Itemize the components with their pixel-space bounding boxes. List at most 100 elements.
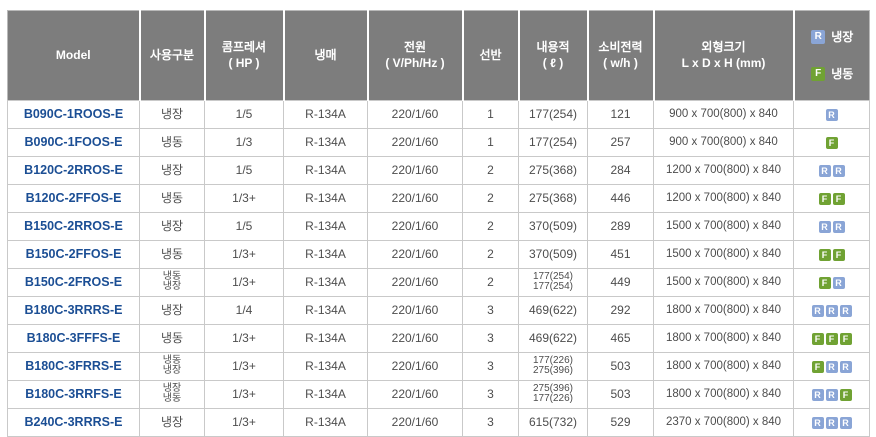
usage-cell: 냉동 냉장: [139, 351, 205, 381]
cell-line: 냉동: [160, 247, 184, 262]
table-header: Model 사용구분 콤프레셔 ( HP ) 냉매 전원 ( V/Ph/Hz )…: [7, 10, 870, 101]
shelves-cell: 2: [462, 267, 519, 297]
dimensions-cell: 1500 x 700(800) x 840: [653, 239, 794, 269]
refrigerant-cell: R-134A: [283, 155, 368, 185]
legend-r-label: 냉장: [831, 30, 854, 45]
usage-cell: 냉장: [139, 211, 205, 241]
dimensions-cell: 1200 x 700(800) x 840: [653, 183, 794, 213]
capacity-cell: 469(622): [518, 323, 588, 353]
legend-f-label: 냉동: [831, 66, 854, 81]
cell-line: 275(368): [528, 163, 578, 178]
r-badge-icon: R: [818, 221, 831, 234]
f-badge-icon: F: [818, 193, 831, 206]
refrigerant-cell: R-134A: [283, 239, 368, 269]
cell-line: 177(226): [532, 355, 574, 367]
r-badge-icon: R: [811, 30, 826, 45]
r-badge-icon: R: [825, 417, 838, 430]
r-badge-icon: R: [825, 109, 838, 122]
f-badge-icon: F: [818, 249, 831, 262]
f-badge-icon: F: [825, 333, 838, 346]
table-row: B180C-3RRRS-E 냉장 1/4 R-134A 220/1/60 3 469(622…: [7, 295, 870, 325]
dimensions-cell: 1800 x 700(800) x 840: [653, 295, 794, 325]
wattage-cell: 289: [587, 211, 654, 241]
wattage-cell: 292: [587, 295, 654, 325]
cell-line: 냉장: [162, 383, 182, 395]
dimensions-cell: 1800 x 700(800) x 840: [653, 323, 794, 353]
dimensions-cell: 1500 x 700(800) x 840: [653, 211, 794, 241]
model-cell: B150C-2FFOS-E: [7, 239, 140, 269]
dimensions-cell: 1200 x 700(800) x 840: [653, 155, 794, 185]
usage-cell: 냉동 냉장: [139, 267, 205, 297]
table-row: B150C-2RROS-E 냉장 1/5 R-134A 220/1/60 2 370(509…: [7, 211, 870, 241]
shelves-cell: 3: [462, 407, 519, 437]
cell-line: 370(509): [528, 247, 578, 262]
cell-line: 177(254): [532, 271, 574, 283]
dimensions-cell: 2370 x 700(800) x 840: [653, 407, 794, 437]
header-row: Model 사용구분 콤프레셔 ( HP ) 냉매 전원 ( V/Ph/Hz )…: [7, 10, 870, 101]
capacity-cell: 370(509): [518, 239, 588, 269]
f-badge-icon: F: [832, 249, 845, 262]
capacity-cell: 177(254) 177(254): [518, 267, 588, 297]
power-cell: 220/1/60: [367, 407, 463, 437]
cell-line: 냉동: [160, 331, 184, 346]
wattage-cell: 449: [587, 267, 654, 297]
cell-line: 냉장: [162, 365, 182, 377]
usage-cell: 냉장: [139, 99, 205, 129]
capacity-cell: 275(368): [518, 155, 588, 185]
header-wattage: 소비전력 ( w/h ): [586, 10, 654, 101]
r-badge-icon: R: [811, 305, 824, 318]
cell-line: 275(396): [532, 365, 574, 377]
wattage-cell: 284: [587, 155, 654, 185]
wattage-cell: 465: [587, 323, 654, 353]
cell-line: 177(254): [528, 135, 578, 150]
model-cell: B180C-3FRRS-E: [7, 351, 140, 381]
model-cell: B090C-1FOOS-E: [7, 127, 140, 157]
table-row: B150C-2FFOS-E 냉동 1/3+ R-134A 220/1/60 2 370(50…: [7, 239, 870, 269]
cell-line: 냉장: [160, 303, 184, 318]
header-power: 전원 ( V/Ph/Hz ): [366, 10, 463, 101]
r-badge-icon: R: [832, 221, 845, 234]
shelves-cell: 2: [462, 239, 519, 269]
f-badge-icon: F: [811, 66, 826, 81]
cell-line: 177(254): [532, 281, 574, 293]
table-row: B090C-1FOOS-E 냉동 1/3 R-134A 220/1/60 1 177(254…: [7, 127, 870, 157]
refrigerant-cell: R-134A: [283, 267, 368, 297]
model-cell: B180C-3FFFS-E: [7, 323, 140, 353]
refrigerant-cell: R-134A: [283, 379, 368, 409]
header-capacity: 내용적 ( ℓ ): [517, 10, 588, 101]
power-cell: 220/1/60: [367, 99, 463, 129]
hp-cell: 1/3+: [204, 351, 284, 381]
f-badge-icon: F: [818, 277, 831, 290]
wattage-cell: 529: [587, 407, 654, 437]
model-cell: B090C-1ROOS-E: [7, 99, 140, 129]
header-shelves: 선반: [461, 10, 519, 101]
cell-line: 냉장: [162, 281, 182, 293]
wattage-cell: 446: [587, 183, 654, 213]
cell-line: 469(622): [528, 331, 578, 346]
cell-line: 냉장: [160, 163, 184, 178]
table-row: B090C-1ROOS-E 냉장 1/5 R-134A 220/1/60 1 177(254…: [7, 99, 870, 129]
refrigerant-cell: R-134A: [283, 407, 368, 437]
cell-line: 370(509): [528, 219, 578, 234]
model-cell: B180C-3RRFS-E: [7, 379, 140, 409]
table-row: B180C-3FFFS-E 냉동 1/3+ R-134A 220/1/60 3 469(62…: [7, 323, 870, 353]
power-cell: 220/1/60: [367, 267, 463, 297]
shelves-cell: 2: [462, 155, 519, 185]
cell-line: 냉동: [160, 191, 184, 206]
f-badge-icon: F: [839, 333, 852, 346]
shelves-cell: 3: [462, 323, 519, 353]
refrigerant-cell: R-134A: [283, 323, 368, 353]
hp-cell: 1/3+: [204, 183, 284, 213]
r-badge-icon: R: [825, 361, 838, 374]
capacity-cell: 370(509): [518, 211, 588, 241]
usage-cell: 냉동: [139, 183, 205, 213]
f-badge-icon: F: [825, 137, 838, 150]
power-cell: 220/1/60: [367, 323, 463, 353]
